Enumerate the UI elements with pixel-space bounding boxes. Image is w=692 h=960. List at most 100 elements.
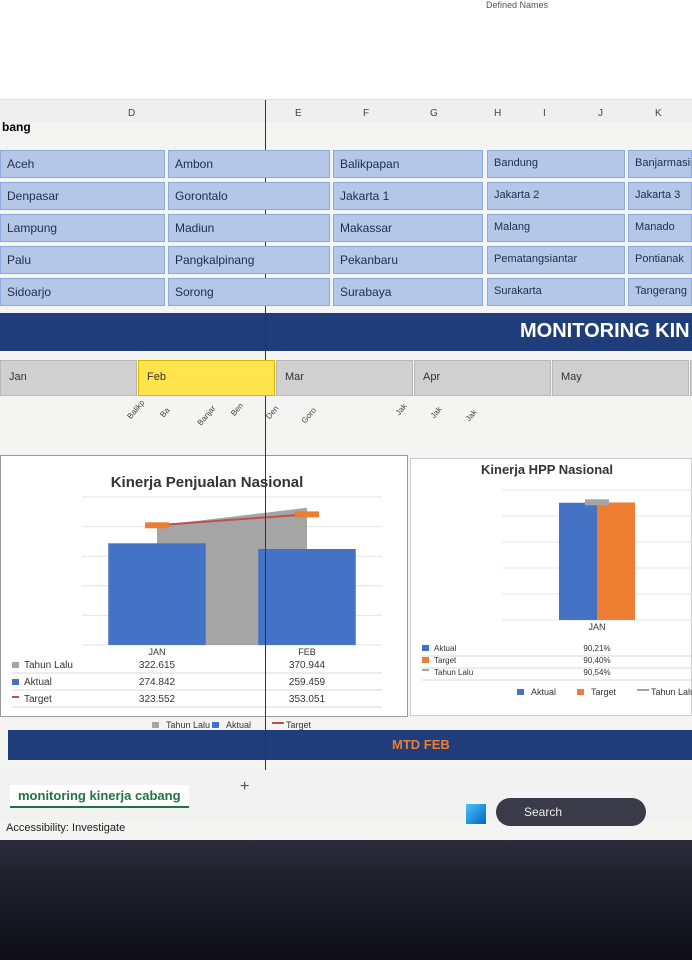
legend-key <box>12 696 19 698</box>
table-value: 90,21% <box>583 644 610 653</box>
category-label: FEB <box>298 647 316 657</box>
line-marker <box>295 511 319 518</box>
column-header: H <box>494 108 502 119</box>
slicer-item[interactable]: Jakarta 3 <box>628 182 692 210</box>
slicer-item[interactable]: Surabaya <box>333 278 483 306</box>
chart-title: Kinerja HPP Nasional <box>481 462 613 477</box>
column-header: K <box>655 108 662 119</box>
slicer-item[interactable]: Gorontalo <box>168 182 330 210</box>
legend-label: Aktual <box>226 720 251 730</box>
legend-label: Target <box>591 687 617 697</box>
table-row-name: Target <box>434 656 457 665</box>
legend-key <box>12 679 19 685</box>
table-value: 274.842 <box>139 677 176 688</box>
legend-swatch <box>272 722 284 724</box>
banner-title: MONITORING KIN <box>520 320 690 342</box>
table-row-name: Tahun Lalu <box>434 668 473 677</box>
bar <box>559 502 597 620</box>
slicer-item[interactable]: Surakarta <box>487 278 625 306</box>
slicer-item[interactable]: Palu <box>0 246 165 274</box>
category-label: JAN <box>588 622 605 632</box>
bar <box>258 549 356 645</box>
table-value: 259.459 <box>289 677 326 688</box>
slicer-item[interactable]: Pematangsiantar <box>487 246 625 274</box>
month-button[interactable]: Feb <box>138 360 275 396</box>
table-value: 322.615 <box>139 660 176 671</box>
hpp-chart: Kinerja HPP Nasional JAN Aktual 90,21% Aktua… <box>422 462 692 697</box>
legend-key <box>422 669 429 671</box>
table-row-name: Aktual <box>434 644 456 653</box>
legend-swatch <box>637 689 649 691</box>
slicer-item[interactable]: Madiun <box>168 214 330 242</box>
legend-label: Tahun Lalu <box>166 720 210 730</box>
slicer-item[interactable]: Malang <box>487 214 625 242</box>
table-value: 90,40% <box>583 656 610 665</box>
mtd-banner <box>8 730 692 760</box>
add-sheet[interactable]: + <box>240 778 250 795</box>
month-button[interactable]: Mar <box>276 360 413 396</box>
slicer-item[interactable]: Pontianak <box>628 246 692 274</box>
month-button[interactable]: Jun <box>690 360 692 396</box>
table-row-name: Tahun Lalu <box>24 660 73 671</box>
legend-key <box>422 645 429 651</box>
status[interactable]: Accessibility: Investigate <box>6 822 126 834</box>
rotated-label: Ben <box>229 401 246 418</box>
month-button[interactable]: Jan <box>0 360 137 396</box>
month-button[interactable]: Apr <box>414 360 551 396</box>
slicer-item[interactable]: Sidoarjo <box>0 278 165 306</box>
line-marker <box>145 522 169 529</box>
taskbar <box>0 840 692 960</box>
slicer-header: bang <box>2 120 31 134</box>
line-marker <box>585 499 609 506</box>
column-header: E <box>295 108 302 119</box>
sheet-tab[interactable]: monitoring kinerja cabang <box>10 785 189 808</box>
line <box>156 513 308 527</box>
slicer-item[interactable]: Aceh <box>0 150 165 178</box>
column-header: G <box>430 108 438 119</box>
legend-label: Target <box>286 720 312 730</box>
table-value: 323.552 <box>139 694 176 705</box>
slicer-item[interactable]: Tangerang <box>628 278 692 306</box>
slicer-item[interactable]: Ambon <box>168 150 330 178</box>
table-value: 370.944 <box>289 660 326 671</box>
slicer-item[interactable]: Denpasar <box>0 182 165 210</box>
slicer-item[interactable]: Balikpapan <box>333 150 483 178</box>
banner <box>0 313 692 351</box>
slicer-item[interactable]: Manado <box>628 214 692 242</box>
slicer-item[interactable]: Bandung <box>487 150 625 178</box>
slicer-item[interactable]: Lampung <box>0 214 165 242</box>
rotated-label: Jak <box>428 404 444 421</box>
rotated-label: Goro <box>299 405 319 426</box>
month-button[interactable]: May <box>552 360 689 396</box>
rotated-label: Banjar <box>195 403 218 428</box>
slicer-item[interactable]: Sorong <box>168 278 330 306</box>
column-header-row <box>0 100 692 122</box>
slicer-item[interactable]: Pekanbaru <box>333 246 483 274</box>
rotated-label: Ba <box>158 405 172 420</box>
table-row-name: Target <box>24 694 52 705</box>
chart-title: Kinerja Penjualan Nasional <box>111 474 304 491</box>
slicer-item[interactable]: Pangkalpinang <box>168 246 330 274</box>
column-header: D <box>128 108 136 119</box>
bar <box>597 502 635 620</box>
slicer-item[interactable]: Jakarta 2 <box>487 182 625 210</box>
chart-frame[interactable] <box>410 458 692 716</box>
slicer-item[interactable]: Jakarta 1 <box>333 182 483 210</box>
start-button[interactable] <box>466 804 486 824</box>
rotated-label: Den <box>264 403 281 422</box>
sales-chart: Kinerja Penjualan Nasional JAN FEB Tahun La… <box>12 474 382 730</box>
search-box[interactable]: Search <box>496 798 646 826</box>
legend-label: Tahun Lalu <box>651 687 692 697</box>
table-value: 90,54% <box>583 668 610 677</box>
category-label: JAN <box>148 647 165 657</box>
legend-key <box>422 657 429 663</box>
legend-key <box>12 662 19 668</box>
cursor-line <box>265 100 266 770</box>
slicer-item[interactable]: Banjarmasin <box>628 150 692 178</box>
legend-swatch <box>152 722 159 728</box>
slicer-item[interactable]: Makassar <box>333 214 483 242</box>
rotated-label: Balikp <box>125 398 147 421</box>
mtd-title: MTD FEB <box>392 737 450 752</box>
defined-names[interactable]: Defined Names <box>486 0 549 10</box>
